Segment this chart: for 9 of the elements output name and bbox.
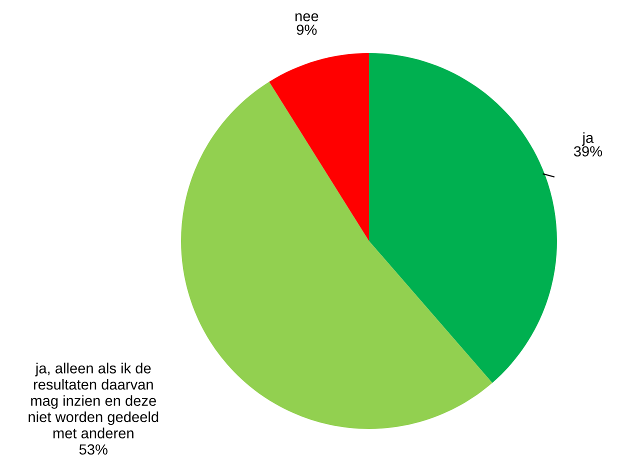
pie-slice [369,53,557,383]
data-label: 9% [296,24,317,35]
pie-slice [269,53,369,241]
slice-label: ja, alleen als ik de resultaten daarvan mag inzien en deze niet worden gedeeld met anderen [28,362,158,438]
slice-label: nee [295,13,318,22]
data-label: 53% [79,444,108,455]
pie-slice [181,82,492,429]
data-label: 39% [574,146,602,157]
slice-label: ja [582,132,594,146]
